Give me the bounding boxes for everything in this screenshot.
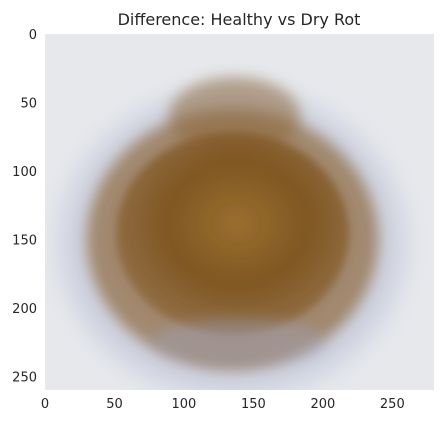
y-axis: 0 50 100 150 200 250 <box>12 28 37 385</box>
y-tick-label: 250 <box>12 370 37 385</box>
y-tick-label: 100 <box>12 165 37 180</box>
blob-bottom-shadow <box>151 318 327 366</box>
x-tick-label: 100 <box>172 397 197 412</box>
heatmap-image <box>45 34 434 390</box>
x-tick-label: 50 <box>106 397 123 412</box>
x-axis: 0 50 100 150 200 250 <box>41 397 405 412</box>
x-tick-label: 200 <box>310 397 335 412</box>
y-tick-label: 150 <box>12 233 37 248</box>
potato-blob <box>60 77 405 390</box>
blob-core <box>115 131 350 335</box>
x-tick-label: 150 <box>241 397 266 412</box>
x-tick-label: 250 <box>380 397 405 412</box>
y-tick-label: 50 <box>20 96 37 111</box>
y-tick-label: 200 <box>12 302 37 317</box>
x-tick-label: 0 <box>41 397 49 412</box>
y-tick-label: 0 <box>29 28 37 43</box>
chart-title: Difference: Healthy vs Dry Rot <box>118 10 361 29</box>
